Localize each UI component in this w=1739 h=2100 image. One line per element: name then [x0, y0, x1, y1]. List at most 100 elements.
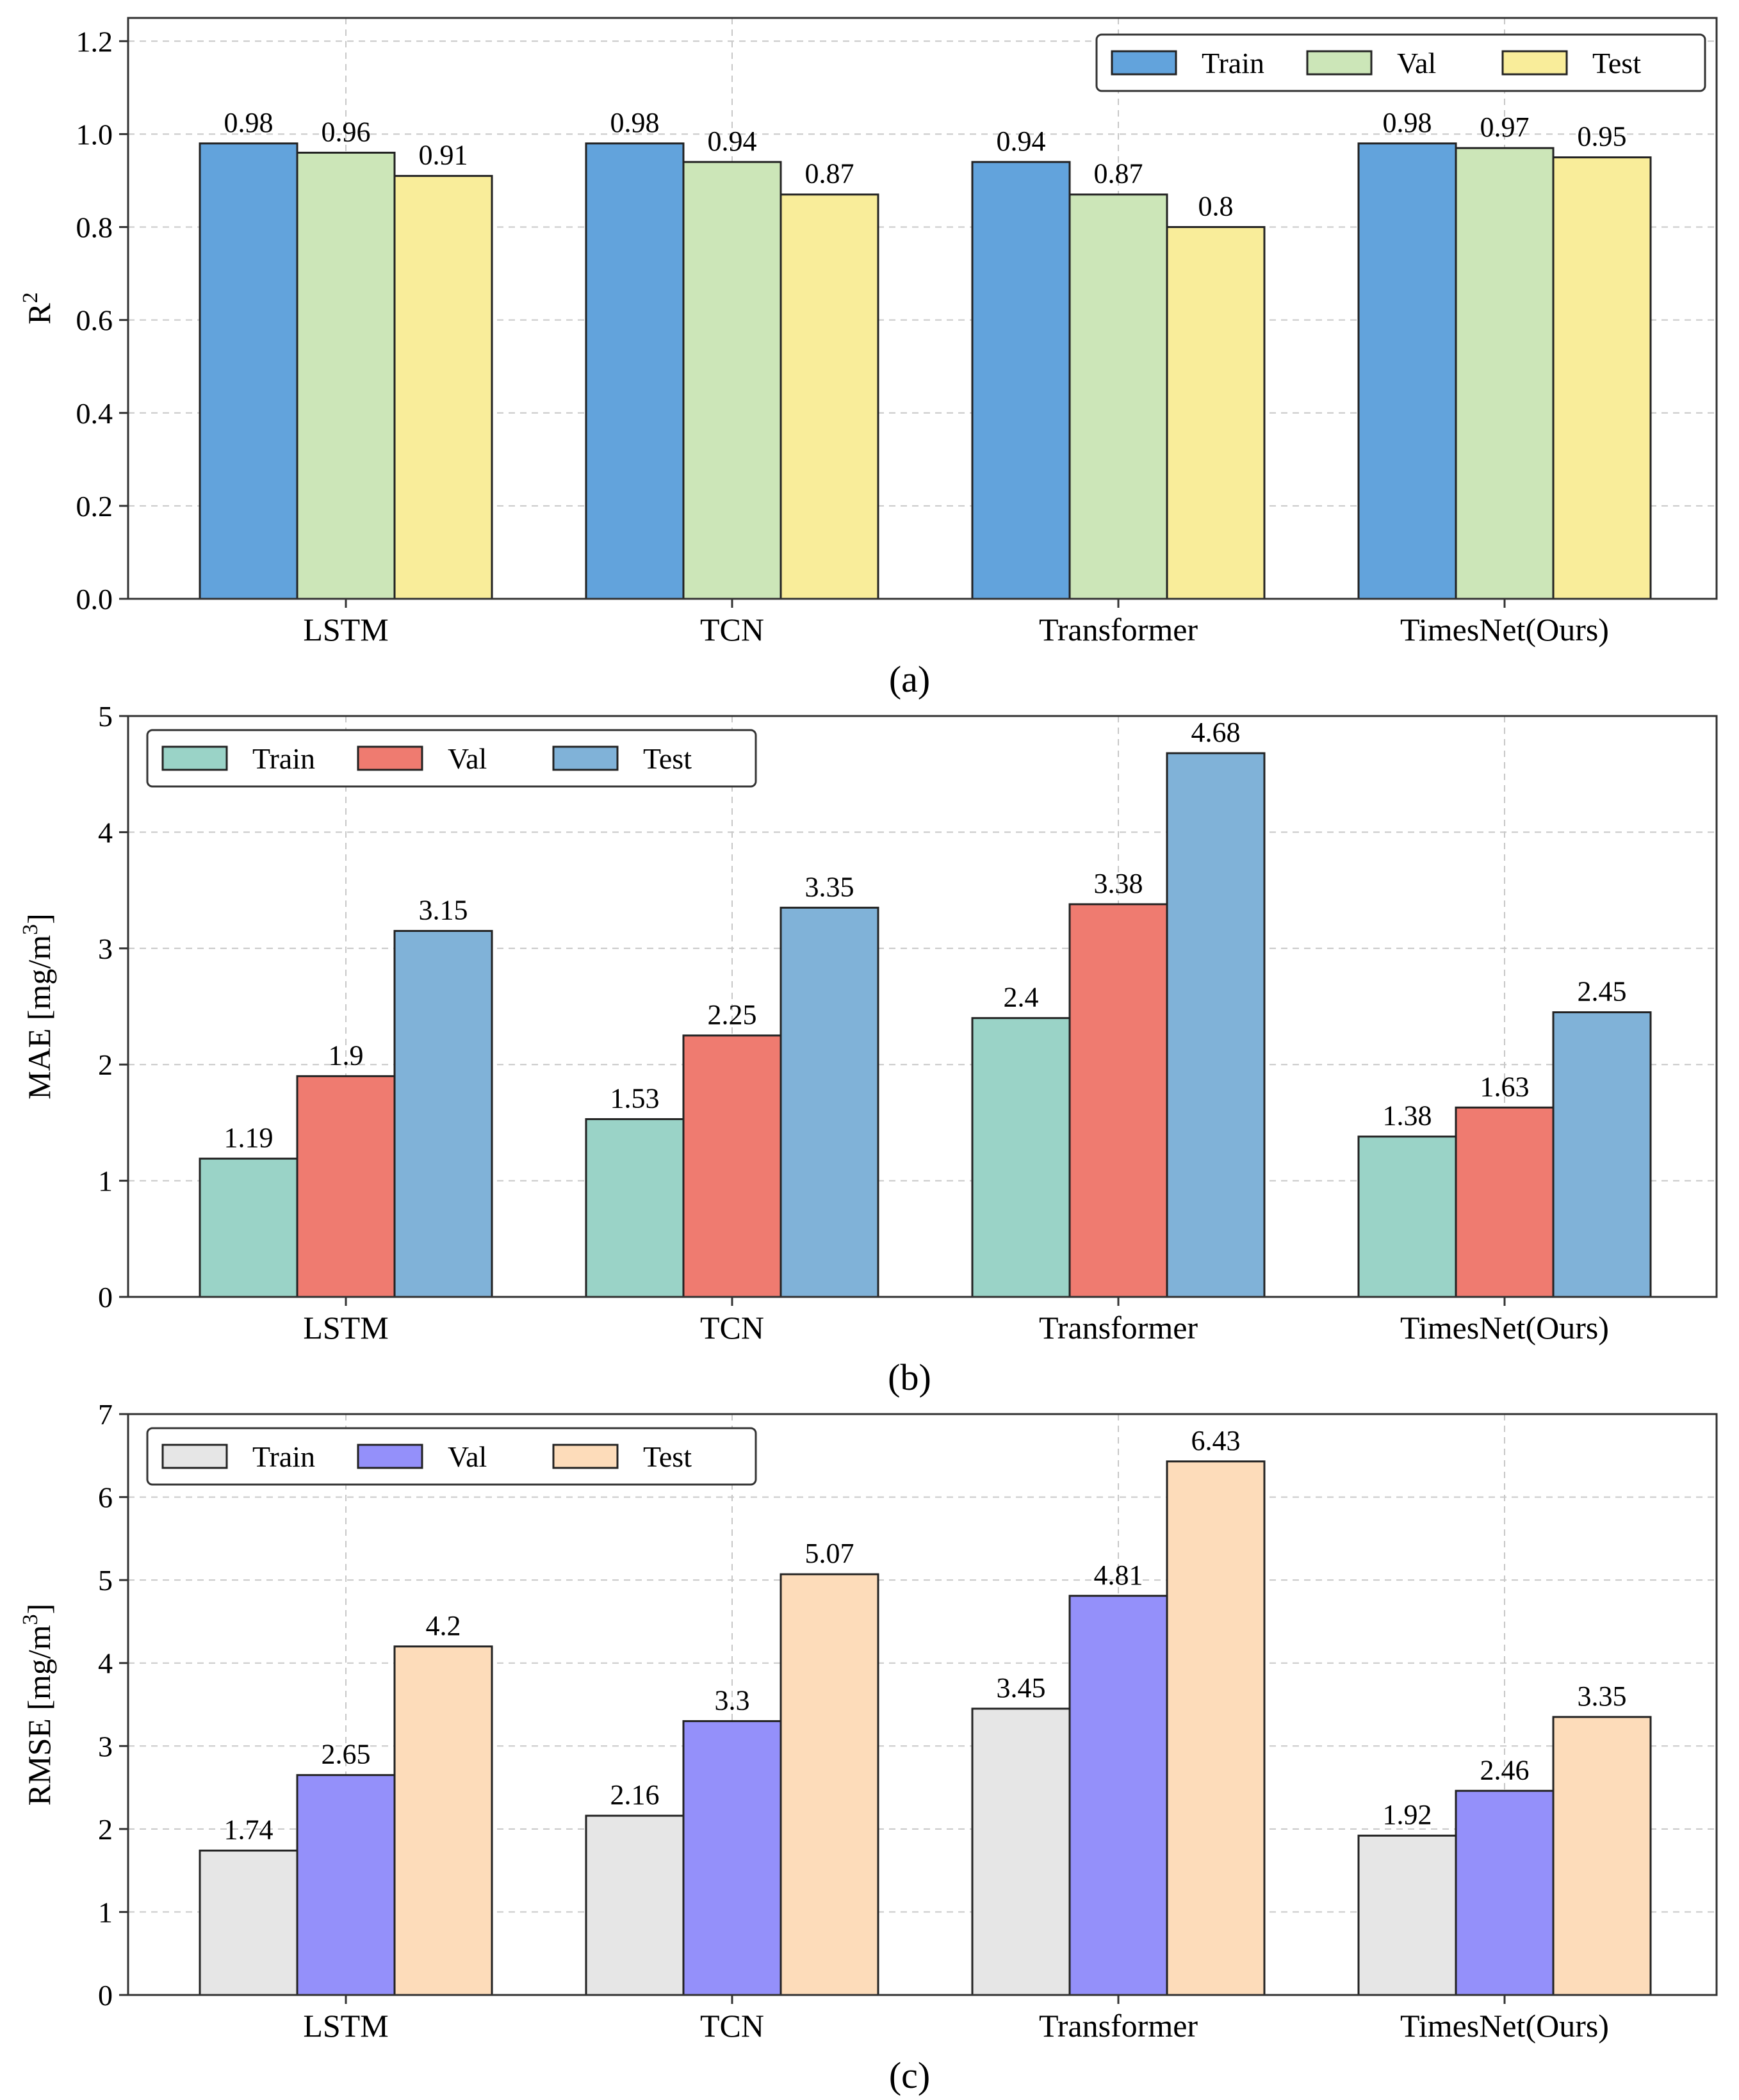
data-label: 6.43 — [1191, 1425, 1241, 1456]
bar-train — [971, 1707, 1071, 1996]
y-tick-label: 0.4 — [76, 397, 113, 430]
bar-train — [585, 1814, 685, 1996]
y-tick-label: 6 — [98, 1481, 113, 1514]
y-axis-label: R2 — [19, 292, 57, 324]
bar-val — [296, 1075, 396, 1298]
legend-swatch-val — [357, 745, 423, 771]
y-tick-label: 5 — [98, 700, 113, 733]
data-label: 2.16 — [610, 1779, 660, 1811]
bar-train — [1357, 1135, 1457, 1298]
y-tick-label: 1.2 — [76, 25, 113, 58]
data-label: 0.95 — [1578, 121, 1627, 152]
bar-test — [1166, 226, 1266, 600]
bar-val — [682, 161, 782, 600]
legend-swatch-train — [161, 745, 228, 771]
bar-train — [585, 1118, 685, 1298]
bar-val — [1455, 1106, 1555, 1298]
y-axis-label: RMSE [mg/m3] — [19, 1604, 57, 1806]
data-label: 0.87 — [1094, 158, 1143, 190]
y-axis-label-superscript: 3 — [19, 1614, 42, 1625]
y-axis-label: MAE [mg/m3] — [19, 913, 57, 1100]
y-axis-label-superscript: 2 — [19, 292, 42, 303]
x-tick-label: LSTM — [303, 2008, 388, 2044]
bar-train — [199, 142, 298, 600]
data-label: 3.15 — [419, 895, 468, 926]
bar-test — [780, 193, 879, 600]
bar-val — [296, 151, 396, 600]
y-tick-label: 1.0 — [76, 118, 113, 151]
data-label: 0.91 — [419, 140, 468, 171]
data-label: 2.45 — [1578, 976, 1627, 1007]
legend-frame — [146, 1427, 757, 1486]
y-tick-label: 2 — [98, 1813, 113, 1846]
bar-val — [1068, 193, 1168, 600]
x-tick-label: LSTM — [303, 612, 388, 647]
bar-train — [199, 1157, 298, 1298]
legend-swatch-train — [1111, 50, 1177, 76]
y-tick-label: 4 — [98, 816, 113, 849]
bar-test — [1166, 1460, 1266, 1996]
bar-test — [1166, 752, 1266, 1298]
y-tick-label: 0.2 — [76, 490, 113, 523]
x-tick-label: Transformer — [1039, 2008, 1198, 2044]
x-tick-label: TimesNet(Ours) — [1400, 1310, 1609, 1346]
bar-val — [1455, 147, 1555, 600]
legend: Train Val Test — [146, 1427, 757, 1486]
data-label: 1.63 — [1480, 1071, 1530, 1102]
bar-train — [971, 1017, 1071, 1298]
plot-frame — [127, 1413, 1718, 1996]
data-label: 2.46 — [1480, 1754, 1530, 1786]
bar-val — [682, 1034, 782, 1298]
bar-test — [1552, 156, 1652, 600]
bar-val — [1068, 903, 1168, 1298]
data-label: 0.98 — [1383, 107, 1432, 138]
data-label: 2.4 — [1004, 982, 1039, 1013]
x-tick-label: TCN — [700, 612, 764, 647]
legend-label: Test — [1592, 47, 1641, 79]
data-label: 0.8 — [1198, 191, 1234, 222]
legend-swatch-test — [552, 1444, 619, 1469]
data-label: 4.68 — [1191, 717, 1241, 748]
x-tick-label: Transformer — [1039, 1310, 1198, 1346]
x-tick-label: Transformer — [1039, 612, 1198, 647]
y-tick-label: 3 — [98, 932, 113, 965]
legend-label: Test — [643, 742, 692, 775]
legend-label: Val — [448, 742, 487, 775]
legend-swatch-train — [161, 1444, 228, 1469]
bar-train — [1357, 1834, 1457, 1996]
bar-val — [682, 1720, 782, 1996]
bar-test — [1552, 1011, 1652, 1298]
legend-label: Val — [1397, 47, 1436, 79]
bar-test — [393, 175, 493, 600]
data-label: 2.65 — [322, 1739, 371, 1770]
y-axis-label-main: R — [21, 303, 57, 325]
plot-frame — [127, 17, 1718, 600]
legend: Train Val Test — [146, 729, 757, 788]
legend-swatch-val — [357, 1444, 423, 1469]
bar-train — [971, 161, 1071, 600]
y-tick-label: 3 — [98, 1730, 113, 1762]
bar-val — [1455, 1789, 1555, 1996]
bar-val — [296, 1774, 396, 1996]
data-label: 0.98 — [610, 107, 660, 138]
y-axis-label-superscript: 3 — [19, 924, 42, 935]
y-tick-label: 2 — [98, 1048, 113, 1081]
y-tick-label: 0.8 — [76, 211, 113, 244]
legend: Train Val Test — [1095, 33, 1706, 92]
chart-panel-3: 0 1 2 3 4 5 6 7 1.74 2.16 3.45 1.92 2.65 3.3 4.81 2.46 4… — [19, 1398, 1718, 2096]
chart-panel-2: 0 1 2 3 4 5 1.19 1.53 2.4 1.38 1.9 2.25 3.38 1.63 3.15… — [19, 700, 1718, 1398]
data-label: 4.81 — [1094, 1559, 1143, 1591]
bar-test — [1552, 1716, 1652, 1996]
data-label: 1.92 — [1383, 1799, 1432, 1830]
x-tick-label: TCN — [700, 1310, 764, 1346]
y-tick-label: 5 — [98, 1564, 113, 1597]
chart-panel-1: 0.0 0.2 0.4 0.6 0.8 1.0 1.2 0.98 0.98 0.94 0.98 0.9… — [19, 17, 1718, 700]
y-tick-label: 1 — [98, 1165, 113, 1198]
y-tick-label: 1 — [98, 1896, 113, 1928]
legend-frame — [146, 729, 757, 788]
data-label: 3.35 — [805, 871, 854, 902]
data-label: 1.19 — [224, 1122, 274, 1153]
panel-caption: (b) — [888, 1356, 931, 1398]
plot-frame — [127, 715, 1718, 1298]
